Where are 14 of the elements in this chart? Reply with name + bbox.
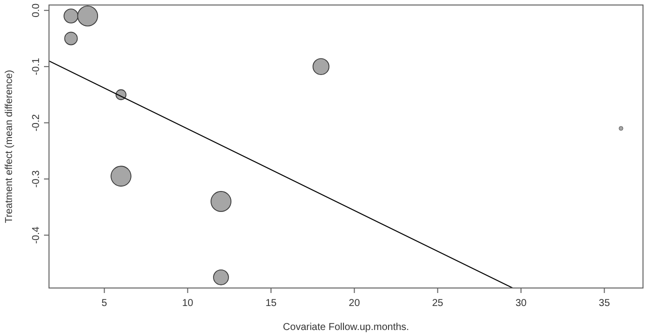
y-tick-label: -0.1 (31, 58, 42, 76)
y-tick-label: -0.2 (31, 114, 42, 132)
y-tick-label: 0.0 (31, 3, 42, 18)
y-axis-title: Treatment effect (mean difference) (4, 70, 15, 224)
x-tick-label: 20 (348, 298, 360, 309)
x-axis-title: Covariate Follow.up.months. (282, 322, 410, 333)
x-tick-label: 25 (432, 298, 444, 309)
x-tick-label: 10 (182, 298, 194, 309)
x-tick-label: 30 (515, 298, 527, 309)
x-tick-label: 35 (598, 298, 610, 309)
y-tick-label: -0.3 (31, 170, 42, 188)
y-tick-label: -0.4 (31, 226, 42, 244)
x-tick-label: 15 (265, 298, 277, 309)
x-tick-label: 5 (102, 298, 108, 309)
